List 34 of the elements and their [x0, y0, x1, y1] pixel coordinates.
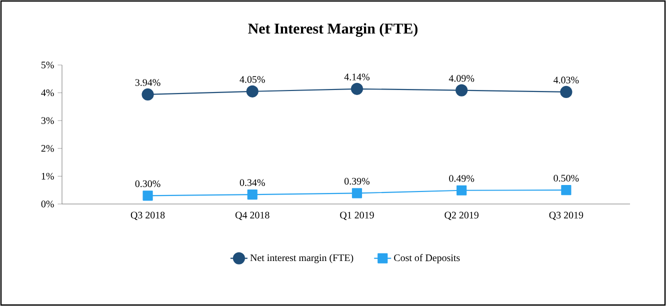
point [350, 82, 364, 95]
y-tick-label: 1% [42, 172, 54, 180]
data-label: 0.49% [449, 175, 474, 182]
data-label: 4.09% [448, 75, 474, 82]
legend-label: Net interest margin (FTE) [250, 254, 354, 264]
legend-label: Cost of Deposits [394, 254, 460, 264]
point [560, 86, 572, 98]
point [456, 185, 467, 196]
y-tick-label: 4% [41, 89, 54, 96]
x-tick-label: Q3 2018 [130, 212, 165, 220]
data-label: 0.50% [554, 174, 579, 182]
data-label: 4.14% [344, 74, 370, 80]
point [456, 84, 468, 96]
point [247, 189, 258, 200]
chart-title: Net Interest Margin (FTE) [248, 23, 418, 37]
data-label: 4.05% [240, 76, 265, 83]
point [352, 188, 362, 198]
y-tick-label: 5% [42, 62, 54, 68]
y-tick-label: 3% [41, 117, 54, 124]
data-label: 0.39% [344, 178, 370, 185]
x-tick-label: Q3 2019 [549, 212, 584, 220]
point [246, 85, 258, 98]
data-label: 0.30% [135, 180, 160, 188]
point [561, 185, 572, 196]
y-tick-label: 0% [41, 200, 54, 208]
point [142, 190, 153, 201]
x-tick-label: Q1 2019 [340, 212, 374, 220]
point [142, 88, 154, 101]
x-tick-label: Q2 2019 [444, 212, 478, 220]
y-tick-label: 2% [41, 145, 54, 152]
x-tick-label: Q4 2018 [235, 212, 270, 220]
data-label: 3.94% [135, 79, 160, 86]
data-label: 4.03% [554, 76, 579, 84]
data-label: 0.34% [240, 179, 265, 186]
